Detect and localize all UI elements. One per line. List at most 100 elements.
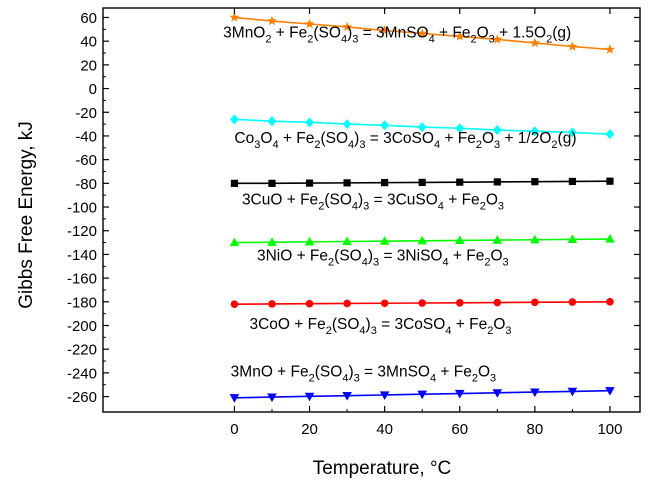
annotation-text: = 3CuSO xyxy=(369,192,438,209)
annotation-text: ) xyxy=(358,192,363,209)
data-point-square xyxy=(343,179,351,187)
subscript: 4 xyxy=(341,34,347,46)
axis-layer: 6040200-20-40-60-80-100-120-140-160-180-… xyxy=(67,7,641,438)
data-point-square xyxy=(493,178,501,186)
y-tick-label: -80 xyxy=(75,176,97,193)
data-point-circle xyxy=(606,298,614,306)
data-point-circle xyxy=(455,298,464,307)
annotation-text: + 1.5O xyxy=(495,25,546,42)
y-tick-label: -60 xyxy=(75,152,97,169)
data-point-circle xyxy=(493,298,502,307)
annotation-text: O xyxy=(477,25,489,42)
data-point-star xyxy=(492,34,503,44)
annotation-text: (SO xyxy=(332,316,360,333)
subscript: 2 xyxy=(326,325,332,337)
annotation-text: 3MnO + Fe xyxy=(231,363,309,380)
data-point-square xyxy=(568,177,577,186)
y-tick-label: -180 xyxy=(67,294,97,311)
x-axis-title: Temperature, °C xyxy=(313,458,452,479)
annotation-text: + Fe xyxy=(451,316,487,333)
annotation-text: = 3CoSO xyxy=(365,130,434,147)
data-point-star xyxy=(417,28,428,38)
subscript: 4 xyxy=(429,34,435,46)
subscript: 4 xyxy=(348,139,354,151)
data-point-diamond xyxy=(342,119,352,130)
data-point-triangle-down xyxy=(304,392,315,402)
y-tick-label: -140 xyxy=(67,247,97,264)
subscript: 2 xyxy=(487,325,493,337)
subscript: 3 xyxy=(371,325,377,337)
data-point-diamond xyxy=(530,126,540,137)
subscript: 3 xyxy=(363,201,369,213)
subscript: 2 xyxy=(476,139,482,151)
data-point-triangle-down xyxy=(605,387,615,396)
annotation-text: ) xyxy=(347,25,352,42)
subscript: 3 xyxy=(359,139,365,151)
data-point-diamond xyxy=(267,116,277,127)
data-point-star xyxy=(454,31,465,41)
data-point-triangle-down xyxy=(530,388,540,398)
annotation-text: + 1/2O xyxy=(500,130,551,147)
annotation-text: (g) xyxy=(552,25,571,42)
subscript: 3 xyxy=(498,201,504,213)
data-point-diamond xyxy=(605,129,615,140)
y-tick-label: 20 xyxy=(80,57,97,74)
annotation-text: = 3MnSO xyxy=(360,363,430,380)
subscript: 2 xyxy=(484,256,490,268)
y-tick-label: -260 xyxy=(67,389,97,406)
data-point-square xyxy=(268,179,276,187)
annotation-mno2: 3MnO2 + Fe2(SO4)3 = 3MnSO4 + Fe2O3 + 1.5… xyxy=(223,25,571,46)
subscript: 4 xyxy=(430,372,436,384)
annotation-text: ) xyxy=(368,247,373,264)
data-point-diamond xyxy=(229,114,239,125)
annotation-text: ) xyxy=(366,316,371,333)
annotation-text: O xyxy=(493,316,505,333)
subscript: 3 xyxy=(354,372,360,384)
data-point-triangle-down xyxy=(267,393,277,403)
data-point-triangle-down xyxy=(567,387,578,397)
annotation-text: + Fe xyxy=(440,130,476,147)
subscript: 3 xyxy=(494,139,500,151)
annotation-text: Co xyxy=(234,130,254,147)
data-point-diamond xyxy=(417,122,427,133)
annotation-text: 3CuO + Fe xyxy=(242,192,318,209)
x-tick-label: 80 xyxy=(527,421,544,438)
subscript: 4 xyxy=(352,201,358,213)
annotation-text: + Fe xyxy=(436,363,472,380)
annotation-nio: 3NiO + Fe2(SO4)3 = 3NiSO4 + Fe2O3 xyxy=(257,247,509,268)
subscript: 4 xyxy=(442,256,448,268)
data-point-star xyxy=(229,12,240,22)
data-point-triangle-up xyxy=(605,234,615,243)
subscript: 2 xyxy=(551,139,557,151)
x-tick-label: 100 xyxy=(597,421,622,438)
data-point-triangle-down xyxy=(342,392,352,401)
subscript: 3 xyxy=(503,256,509,268)
series-circle xyxy=(230,298,614,308)
annotation-text: (SO xyxy=(324,192,352,209)
data-point-star xyxy=(379,25,390,35)
annotation-text: + Fe xyxy=(272,25,308,42)
y-tick-label: 60 xyxy=(80,10,97,27)
data-point-triangle-down xyxy=(454,389,465,399)
data-point-diamond xyxy=(305,117,315,128)
data-point-triangle-down xyxy=(229,394,240,403)
subscript: 2 xyxy=(328,256,334,268)
subscript: 3 xyxy=(505,325,511,337)
annotation-text: (SO xyxy=(320,130,348,147)
y-tick-label: -40 xyxy=(75,128,97,145)
subscript: 4 xyxy=(438,201,444,213)
subscript: 2 xyxy=(470,34,476,46)
annotation-text: O xyxy=(478,363,490,380)
y-tick-label: -120 xyxy=(67,223,97,240)
subscript: 4 xyxy=(272,139,278,151)
series-square xyxy=(230,177,614,187)
data-point-circle xyxy=(568,298,577,306)
data-point-square xyxy=(230,179,239,187)
plot-frame xyxy=(102,7,641,413)
data-point-triangle-up xyxy=(530,234,540,244)
annotation-text: + Fe xyxy=(279,130,315,147)
x-tick-label: 40 xyxy=(376,421,393,438)
data-point-triangle-down xyxy=(417,390,427,400)
subscript: 2 xyxy=(309,372,315,384)
data-point-triangle-up xyxy=(417,235,427,245)
